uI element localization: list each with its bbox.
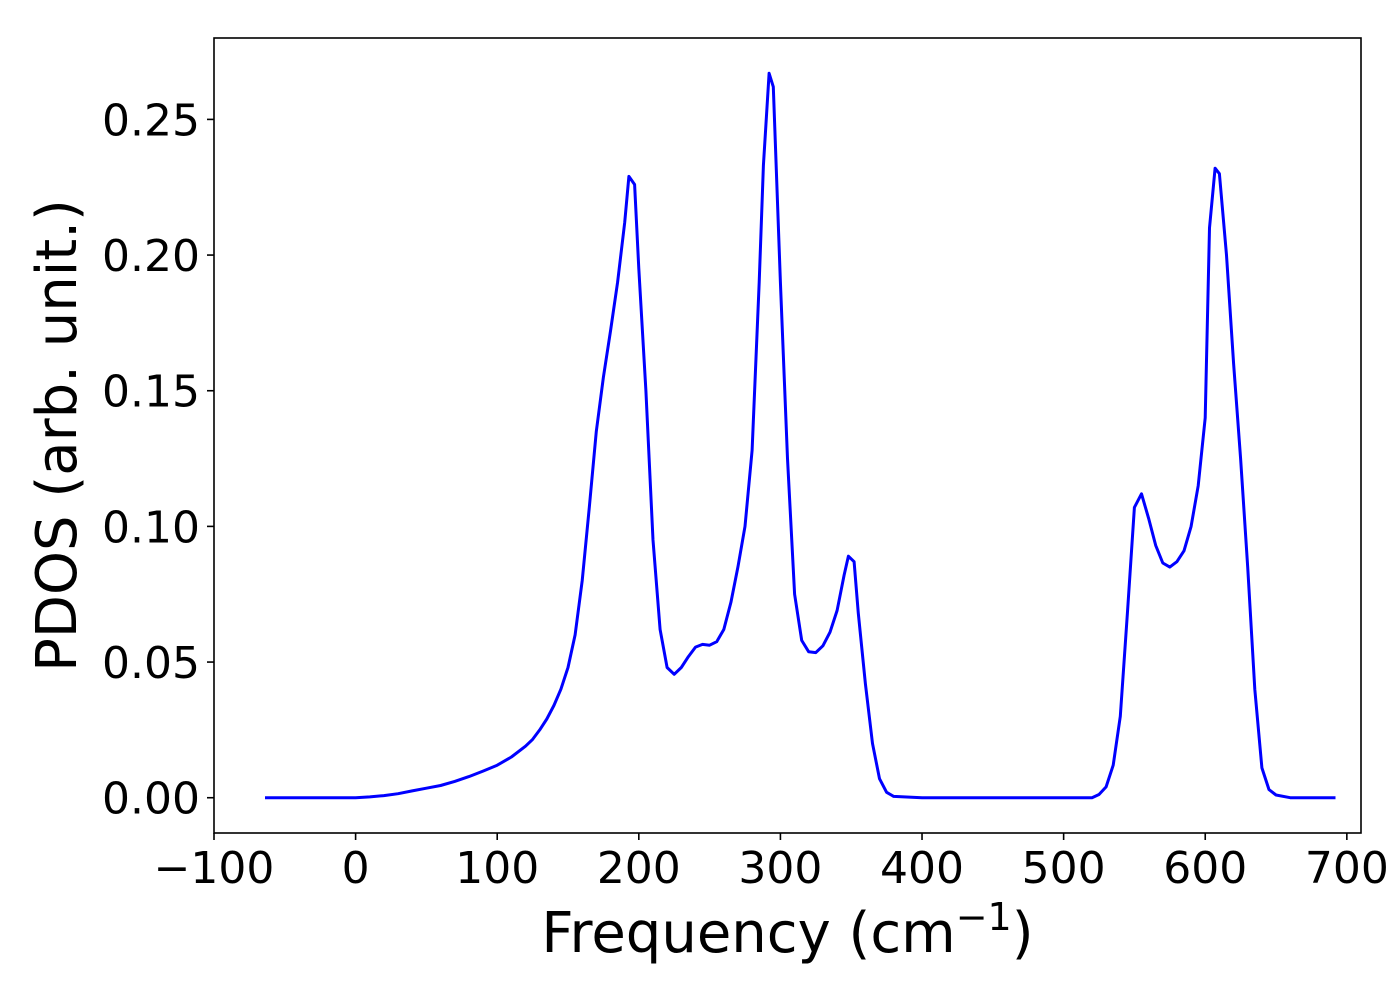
x-tick-label: 300 bbox=[738, 843, 822, 894]
x-axis-label-superscript: −1 bbox=[956, 895, 1012, 939]
y-tick-label: 0.25 bbox=[102, 95, 200, 146]
x-tick-label: −100 bbox=[154, 843, 275, 894]
x-axis-label-text: Frequency (cm bbox=[541, 901, 955, 966]
x-tick-label: 400 bbox=[880, 843, 964, 894]
y-tick-label: 0.15 bbox=[102, 367, 200, 418]
axis-ticks: −100 0 100 200 300 400 500 600 700 0.00 0.05 0.10 0.… bbox=[102, 95, 1389, 894]
plot-area bbox=[213, 37, 1362, 834]
x-tick-label: 100 bbox=[455, 843, 539, 894]
x-axis-label-close: ) bbox=[1012, 901, 1034, 966]
plot-frame bbox=[213, 37, 1362, 834]
x-tick-label: 500 bbox=[1022, 843, 1106, 894]
series-line-0 bbox=[265, 71, 1336, 800]
x-tick-label: 0 bbox=[342, 843, 370, 894]
x-tick-label: 200 bbox=[597, 843, 681, 894]
y-tick-label: 0.00 bbox=[102, 774, 200, 825]
y-tick-label: 0.05 bbox=[102, 638, 200, 689]
x-tick-label: 600 bbox=[1163, 843, 1247, 894]
y-axis-label: PDOS (arb. unit.) bbox=[25, 199, 90, 672]
y-tick-label: 0.10 bbox=[102, 502, 200, 553]
x-tick-label: 700 bbox=[1305, 843, 1389, 894]
x-axis-label: Frequency (cm−1) bbox=[541, 895, 1033, 966]
y-tick-label: 0.20 bbox=[102, 231, 200, 282]
